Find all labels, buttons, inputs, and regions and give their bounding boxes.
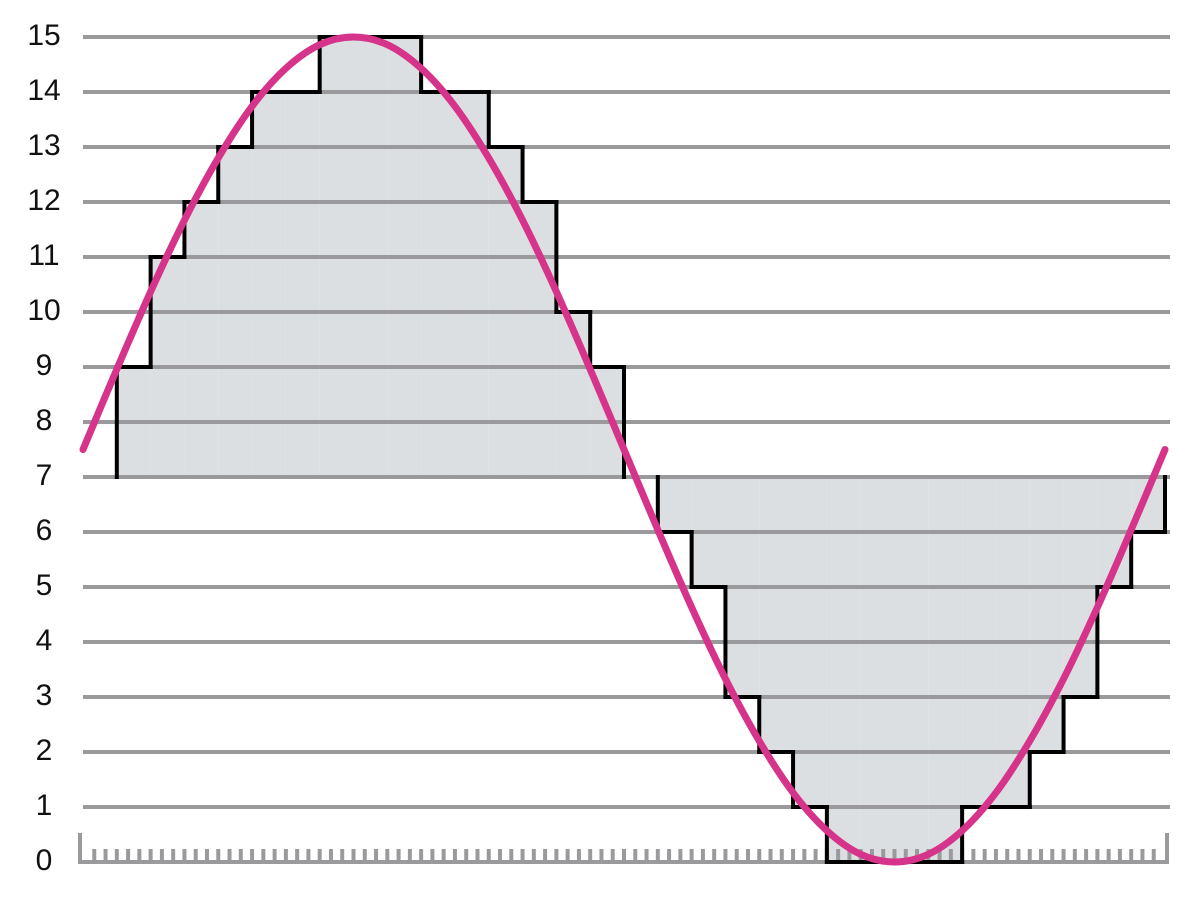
y-tick-label: 6: [36, 514, 53, 547]
y-tick-label: 5: [36, 569, 53, 602]
y-tick-label: 14: [27, 74, 60, 107]
sine-curve: [79, 33, 1169, 866]
step-fill: [826, 477, 861, 862]
step-fill: [759, 477, 794, 752]
y-tick-label: 15: [27, 19, 60, 52]
step-fill: [860, 477, 895, 862]
y-tick-label: 7: [36, 459, 53, 492]
step-fill: [894, 477, 929, 862]
y-tick-label: 3: [36, 679, 53, 712]
y-tick-label: 2: [36, 734, 53, 767]
y-tick-label: 1: [36, 789, 53, 822]
y-tick-label: 12: [27, 184, 60, 217]
step-fill: [252, 92, 286, 477]
y-tick-label: 10: [27, 294, 60, 327]
y-tick-label: 8: [36, 404, 53, 437]
y-tick-label: 9: [36, 349, 53, 382]
y-tick-label: 13: [27, 129, 60, 162]
step-fill: [421, 92, 455, 477]
step-fill: [522, 202, 557, 477]
step-fill: [928, 477, 963, 862]
step-fill: [454, 92, 489, 477]
y-tick-label: 4: [36, 624, 53, 657]
y-tick-label: 0: [36, 844, 53, 877]
step-fill: [556, 312, 591, 477]
step-fill: [657, 477, 692, 532]
step-fill: [184, 202, 219, 477]
step-fill: [285, 92, 320, 477]
y-tick-label: 11: [28, 239, 59, 272]
